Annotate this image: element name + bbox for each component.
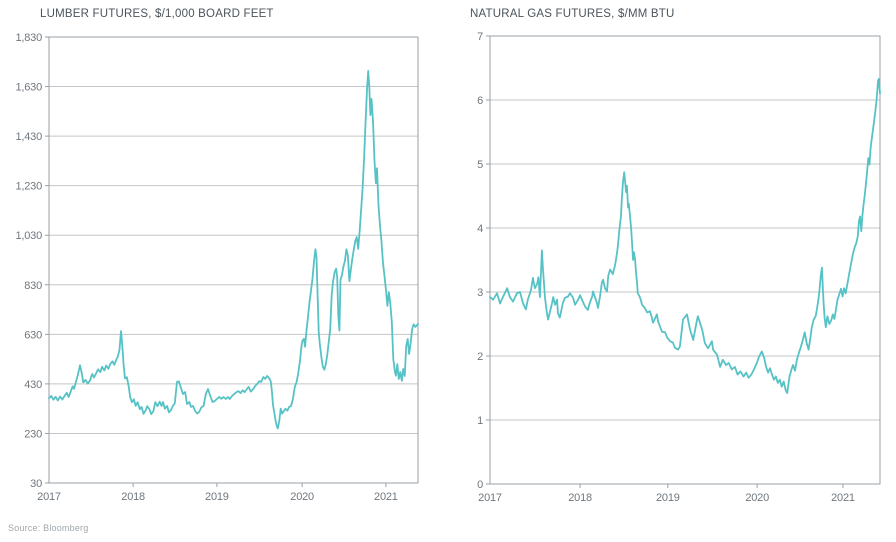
x-tick-label: 2019 bbox=[205, 491, 229, 503]
y-tick-label: 230 bbox=[24, 428, 42, 440]
x-tick-label: 2020 bbox=[745, 492, 769, 504]
gas-chart-title: NATURAL GAS FUTURES, $/MM BTU bbox=[470, 8, 675, 20]
y-tick-label: 30 bbox=[30, 478, 42, 490]
y-tick-label: 1 bbox=[477, 415, 483, 427]
source-note: Source: Bloomberg bbox=[8, 523, 89, 533]
x-tick-label: 2021 bbox=[374, 491, 398, 503]
y-tick-label: 7 bbox=[477, 31, 483, 43]
y-tick-label: 1,830 bbox=[15, 32, 42, 44]
y-tick-label: 2 bbox=[477, 351, 483, 363]
y-tick-label: 0 bbox=[477, 479, 483, 491]
y-tick-label: 6 bbox=[477, 95, 483, 107]
y-tick-label: 430 bbox=[24, 379, 42, 391]
x-tick-label: 2017 bbox=[478, 492, 502, 504]
y-tick-label: 830 bbox=[24, 280, 42, 292]
y-tick-label: 1,030 bbox=[15, 230, 42, 242]
x-tick-label: 2017 bbox=[37, 491, 61, 503]
gas-series-line bbox=[489, 78, 881, 395]
y-tick-label: 1,430 bbox=[15, 131, 42, 143]
y-tick-label: 1,630 bbox=[15, 82, 42, 94]
lumber-series-line bbox=[48, 70, 419, 430]
x-tick-label: 2018 bbox=[121, 491, 145, 503]
plot-frame bbox=[489, 35, 881, 485]
lumber-chart-title: LUMBER FUTURES, $/1,000 BOARD FEET bbox=[40, 8, 274, 20]
plot-frame bbox=[48, 36, 419, 484]
y-tick-label: 5 bbox=[477, 159, 483, 171]
y-tick-label: 1,230 bbox=[15, 181, 42, 193]
x-tick-label: 2020 bbox=[290, 491, 314, 503]
y-tick-label: 3 bbox=[477, 287, 483, 299]
x-tick-label: 2019 bbox=[656, 492, 680, 504]
y-tick-label: 630 bbox=[24, 329, 42, 341]
x-tick-label: 2021 bbox=[831, 492, 855, 504]
lumber-chart: 1,8301,6301,4301,2301,030830630430230302… bbox=[15, 32, 419, 503]
x-tick-label: 2018 bbox=[568, 492, 592, 504]
y-tick-label: 4 bbox=[477, 223, 483, 235]
